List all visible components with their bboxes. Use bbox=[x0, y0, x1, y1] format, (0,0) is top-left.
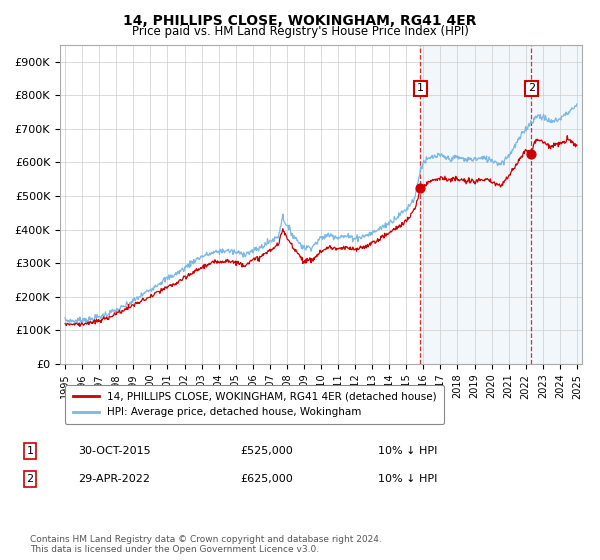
Text: 29-APR-2022: 29-APR-2022 bbox=[78, 474, 150, 484]
Text: Price paid vs. HM Land Registry's House Price Index (HPI): Price paid vs. HM Land Registry's House … bbox=[131, 25, 469, 38]
Text: Contains HM Land Registry data © Crown copyright and database right 2024.
This d: Contains HM Land Registry data © Crown c… bbox=[30, 535, 382, 554]
Text: 2: 2 bbox=[26, 474, 34, 484]
Text: 30-OCT-2015: 30-OCT-2015 bbox=[78, 446, 151, 456]
Text: 1: 1 bbox=[417, 83, 424, 94]
Text: £625,000: £625,000 bbox=[240, 474, 293, 484]
Legend: 14, PHILLIPS CLOSE, WOKINGHAM, RG41 4ER (detached house), HPI: Average price, de: 14, PHILLIPS CLOSE, WOKINGHAM, RG41 4ER … bbox=[65, 385, 444, 424]
Point bbox=[416, 183, 425, 192]
Text: 1: 1 bbox=[26, 446, 34, 456]
Text: 2: 2 bbox=[528, 83, 535, 94]
Text: 10% ↓ HPI: 10% ↓ HPI bbox=[378, 474, 437, 484]
Text: £525,000: £525,000 bbox=[240, 446, 293, 456]
Text: 14, PHILLIPS CLOSE, WOKINGHAM, RG41 4ER: 14, PHILLIPS CLOSE, WOKINGHAM, RG41 4ER bbox=[123, 14, 477, 28]
Bar bbox=[421, 45, 586, 364]
Text: 10% ↓ HPI: 10% ↓ HPI bbox=[378, 446, 437, 456]
Point bbox=[527, 150, 536, 158]
